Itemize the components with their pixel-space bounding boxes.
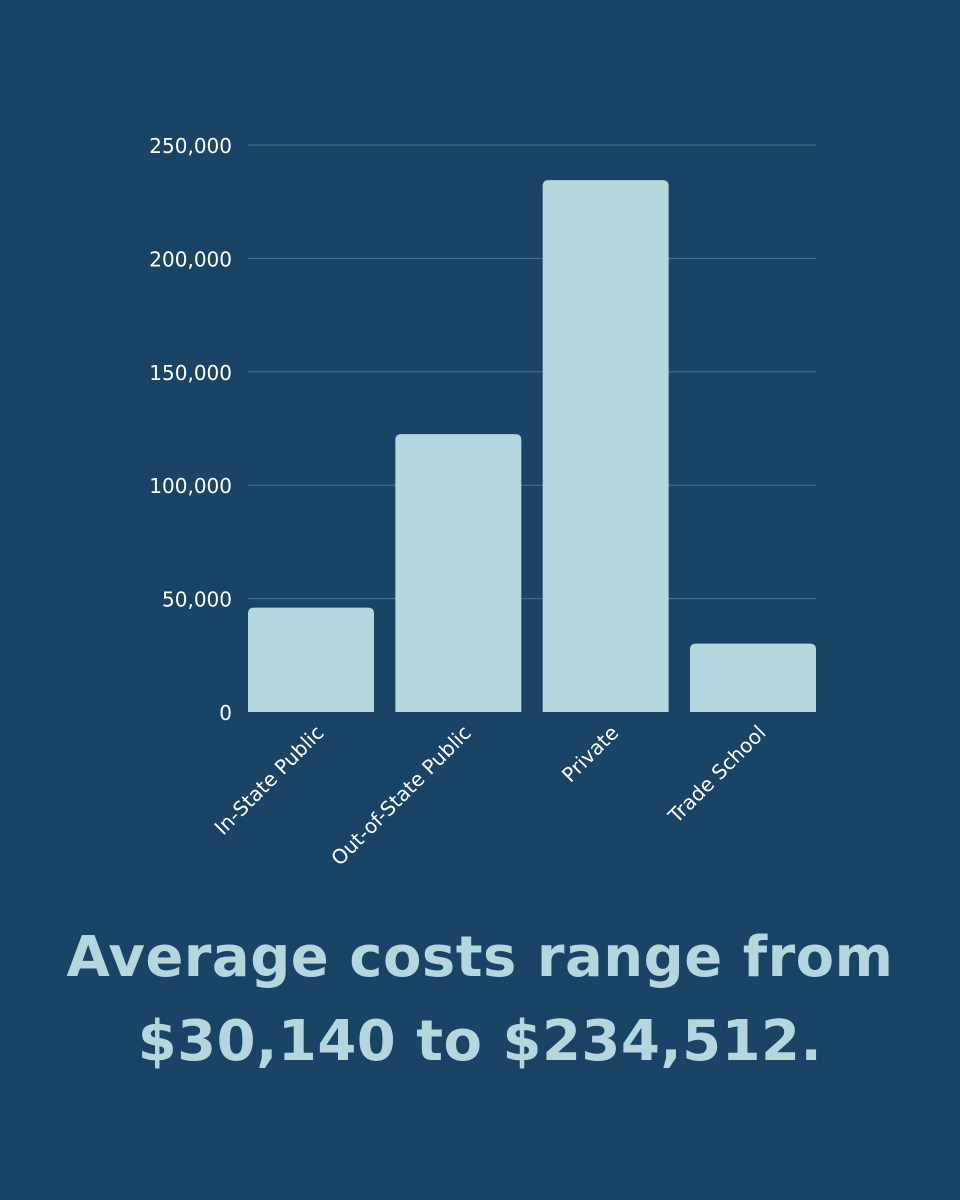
x-tick-label: Private [557,721,623,787]
bar [690,643,816,712]
x-tick-label: Out-of-State Public [326,721,476,871]
bar [542,180,669,713]
bar-chart: 0 50,000 100,000 150,000 200,000 250,000 In-St… [149,134,816,871]
bar [248,607,374,712]
x-tick-label: Trade School [663,721,771,829]
x-tick-label: In-State Public [210,721,329,840]
bar [395,434,522,712]
y-tick-label: 50,000 [162,588,232,612]
caption-line-2: $30,140 to $234,512. [137,1009,823,1074]
y-tick-label: 0 [219,701,232,725]
caption-line-1: Average costs range from [66,925,894,990]
y-tick-label: 250,000 [149,134,232,158]
y-tick-label: 150,000 [149,361,232,385]
y-tick-label: 100,000 [149,474,232,498]
y-tick-label: 200,000 [149,247,232,271]
